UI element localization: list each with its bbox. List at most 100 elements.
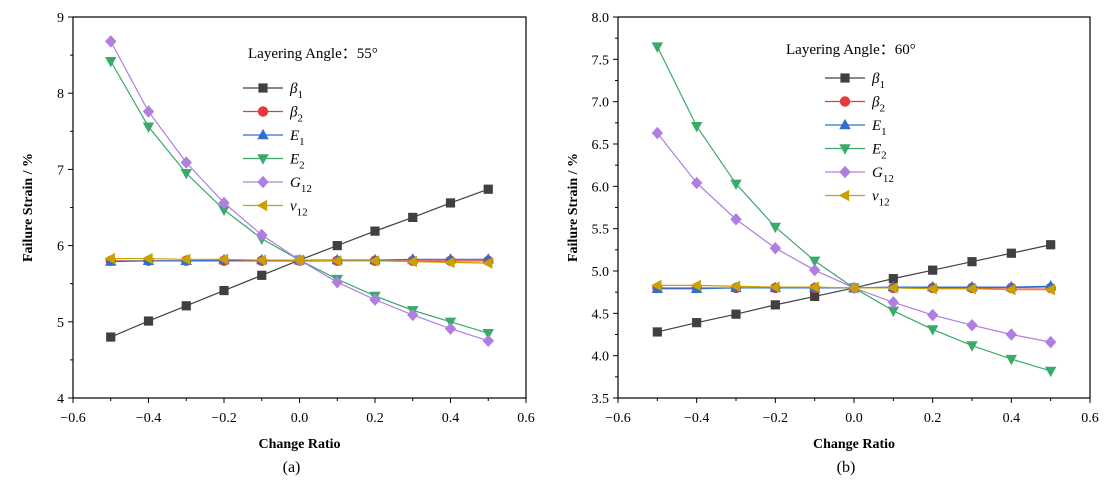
data-point (1046, 240, 1056, 250)
legend-label: G12 (872, 165, 894, 185)
data-point (105, 35, 117, 48)
x-tick-label: 0.6 (517, 411, 535, 426)
data-point (407, 308, 419, 322)
data-point (180, 156, 192, 169)
data-point (651, 42, 664, 53)
legend-marker (838, 189, 850, 202)
data-point (1005, 354, 1018, 366)
data-point (887, 296, 900, 309)
data-point (483, 184, 493, 194)
legend-marker (257, 128, 269, 140)
x-tick-label: 0.4 (442, 411, 460, 426)
legend-entry: β2 (243, 105, 303, 125)
data-point (690, 279, 701, 292)
y-tick-label: 6.5 (592, 138, 610, 153)
panel-label: (b) (837, 459, 856, 476)
y-axis-label: Failure Strain / % (566, 153, 581, 262)
legend-entry: G12 (825, 165, 894, 185)
annotation-text: Layering Angle：55° (248, 46, 378, 62)
data-point (217, 253, 229, 266)
legend-subscript: 2 (881, 150, 887, 162)
data-point (180, 253, 191, 266)
data-point (482, 257, 493, 269)
legend-subscript: 2 (299, 160, 305, 172)
data-point (887, 306, 900, 317)
data-point (255, 254, 266, 266)
data-point (1005, 283, 1016, 296)
data-point (729, 280, 741, 292)
data-point (810, 291, 820, 301)
y-tick-label: 8.0 (592, 11, 610, 26)
data-point (692, 318, 702, 328)
data-point (808, 263, 821, 277)
legend-marker (840, 73, 850, 83)
y-tick-label: 8 (57, 87, 64, 102)
legend-subscript: 1 (297, 89, 303, 101)
x-tick-label: 0.6 (1081, 411, 1099, 426)
series-5 (651, 279, 1055, 296)
data-point (652, 327, 662, 337)
x-tick-label: −0.2 (211, 411, 236, 426)
data-point (770, 300, 780, 310)
data-point (444, 256, 455, 269)
data-point (331, 275, 343, 289)
data-point (966, 341, 978, 352)
y-tick-label: 7.0 (592, 96, 610, 111)
data-point (651, 279, 662, 292)
data-point (1044, 366, 1057, 378)
data-point (808, 256, 821, 268)
data-point (888, 274, 898, 284)
legend-entry: ν12 (243, 199, 308, 219)
legend-marker (839, 96, 851, 107)
data-point (967, 257, 977, 267)
legend-entry: E2 (243, 152, 305, 172)
data-point (180, 169, 192, 180)
data-point (181, 301, 191, 311)
y-tick-label: 4 (57, 392, 64, 407)
legend-label: β2 (871, 95, 885, 115)
series-line (656, 46, 1051, 372)
data-point (690, 122, 703, 133)
data-point (218, 205, 230, 216)
x-axis-label: Change Ratio (258, 437, 340, 452)
legend-entry: β1 (243, 81, 303, 101)
legend: β1 β2 E1 E2 G12 ν12 (243, 81, 312, 219)
data-point (482, 329, 494, 340)
legend-label: β1 (289, 81, 303, 101)
chart-panel-b: −0.6 −0.4 −0.2 0.0 0.2 0.4 0.6 3.5 4.0 4.5 5.0 5.5 6… (566, 11, 1099, 476)
legend: β1 β2 E1 E2 G12 ν12 (825, 71, 894, 209)
legend-subscript: 12 (301, 183, 312, 195)
series-4 (105, 35, 494, 348)
legend-entry: E1 (243, 128, 305, 148)
legend-marker (257, 106, 269, 117)
legend-label: E2 (289, 152, 305, 172)
data-point (731, 309, 741, 319)
y-tick-label: 5.0 (592, 265, 610, 280)
x-tick-label: 0.2 (924, 411, 942, 426)
data-point (444, 322, 457, 335)
data-point (142, 252, 153, 265)
data-point (482, 334, 494, 348)
data-point (769, 241, 782, 255)
legend-label: G12 (290, 175, 312, 195)
x-tick-label: 0.0 (845, 411, 863, 426)
y-tick-label: 7.5 (592, 53, 610, 68)
legend-marker (258, 83, 268, 93)
data-point (406, 255, 417, 268)
x-tick-label: 0.4 (1003, 411, 1021, 426)
legend-entry: G12 (243, 175, 312, 195)
legend-entry: β2 (825, 95, 885, 115)
series-5 (104, 252, 493, 269)
legend-entry: ν12 (825, 189, 890, 209)
x-tick-label: 0.2 (366, 411, 384, 426)
legend-subscript: 12 (297, 207, 308, 219)
legend-label: β1 (871, 71, 885, 91)
data-point (690, 176, 703, 190)
series-line (656, 132, 1051, 343)
x-tick-label: −0.4 (136, 411, 161, 426)
data-point (219, 285, 229, 296)
data-point (1005, 328, 1018, 341)
data-point (808, 281, 819, 293)
legend-subscript: 1 (879, 79, 885, 91)
legend-marker (839, 165, 851, 179)
